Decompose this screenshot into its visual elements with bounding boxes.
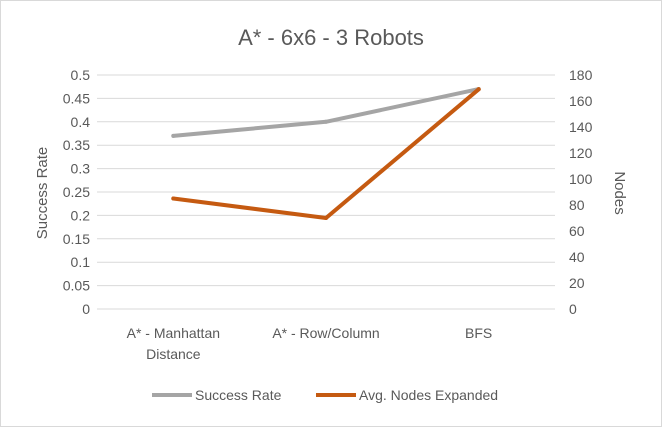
left-tick-label: 0.15 [63, 231, 90, 247]
right-tick-label: 20 [569, 275, 585, 291]
category-label: A* - Row/Column [272, 325, 379, 341]
left-tick-label: 0.35 [63, 137, 90, 153]
category-label: A* - Manhattan [127, 325, 220, 341]
category-label: BFS [465, 325, 492, 341]
series-lines [171, 87, 481, 220]
left-tick-label: 0.25 [63, 184, 90, 200]
left-tick-label: 0.5 [71, 67, 91, 83]
left-tick-label: 0.45 [63, 90, 90, 106]
left-tick-label: 0.3 [71, 161, 91, 177]
chart-title: A* - 6x6 - 3 Robots [238, 25, 424, 50]
left-tick-label: 0.2 [71, 207, 91, 223]
left-tick-label: 0.05 [63, 278, 90, 294]
right-tick-label: 0 [569, 301, 577, 317]
right-tick-label: 40 [569, 249, 585, 265]
right-tick-label: 160 [569, 93, 593, 109]
right-tick-label: 140 [569, 119, 593, 135]
category-axis-labels: A* - Manhattan Distance A* - Row/Column BFS [127, 325, 493, 362]
legend-label: Success Rate [195, 387, 282, 403]
left-tick-label: 0 [82, 301, 90, 317]
left-tick-label: 0.4 [71, 114, 91, 130]
right-tick-label: 100 [569, 171, 593, 187]
right-tick-label: 180 [569, 67, 593, 83]
data-point [171, 133, 176, 138]
data-point [324, 216, 328, 220]
left-axis-ticks: 0 0.05 0.1 0.15 0.2 0.25 0.3 0.35 0.4 0.45 0.5 [63, 67, 90, 317]
right-axis-title: Nodes [611, 171, 628, 214]
data-point [476, 87, 481, 92]
right-tick-label: 120 [569, 145, 593, 161]
right-tick-label: 60 [569, 223, 585, 239]
legend-label: Avg. Nodes Expanded [359, 387, 498, 403]
left-tick-label: 0.1 [71, 254, 91, 270]
data-point [324, 119, 328, 124]
right-axis-ticks: 0 20 40 60 80 100 120 140 160 180 [569, 67, 593, 317]
legend: Success Rate Avg. Nodes Expanded [152, 387, 498, 403]
category-label: Distance [146, 346, 201, 362]
left-axis-title: Success Rate [34, 147, 51, 240]
data-point [171, 196, 176, 201]
right-tick-label: 80 [569, 197, 585, 213]
